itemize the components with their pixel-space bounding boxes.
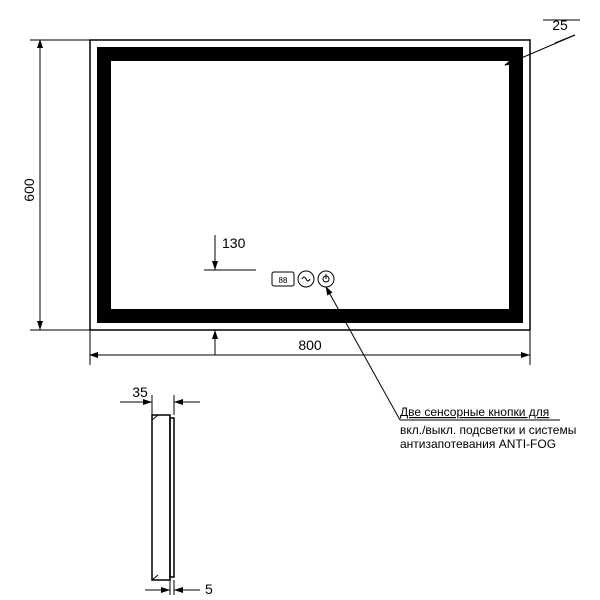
front-frame [104,54,516,316]
annotation-leader [326,287,400,420]
lcd-label: 88 [279,276,288,285]
side-lip [170,418,174,577]
dim-130-label: 130 [222,235,246,251]
dim-35-label: 35 [132,384,148,400]
dim-height-label: 600 [21,178,37,202]
dim-frame-leader2 [555,35,575,43]
button-cluster: 88 [272,271,334,287]
dim-width-label: 800 [298,337,322,353]
annotation-line1: вкл./выкл. подсветки и системы [400,423,576,437]
dim-5-label: 5 [205,581,213,597]
heat-wave-icon [302,277,310,281]
annotation-title: Две сенсорные кнопки для [400,405,549,419]
annotation-line2: антизапотевания ANTI-FOG [400,437,556,451]
side-body [152,415,170,580]
dim-frame-label: 25 [552,17,568,33]
technical-drawing: 600 800 25 88 130 Две сенсорные кнопки д… [0,0,600,600]
side-view: 35 5 [120,384,213,597]
